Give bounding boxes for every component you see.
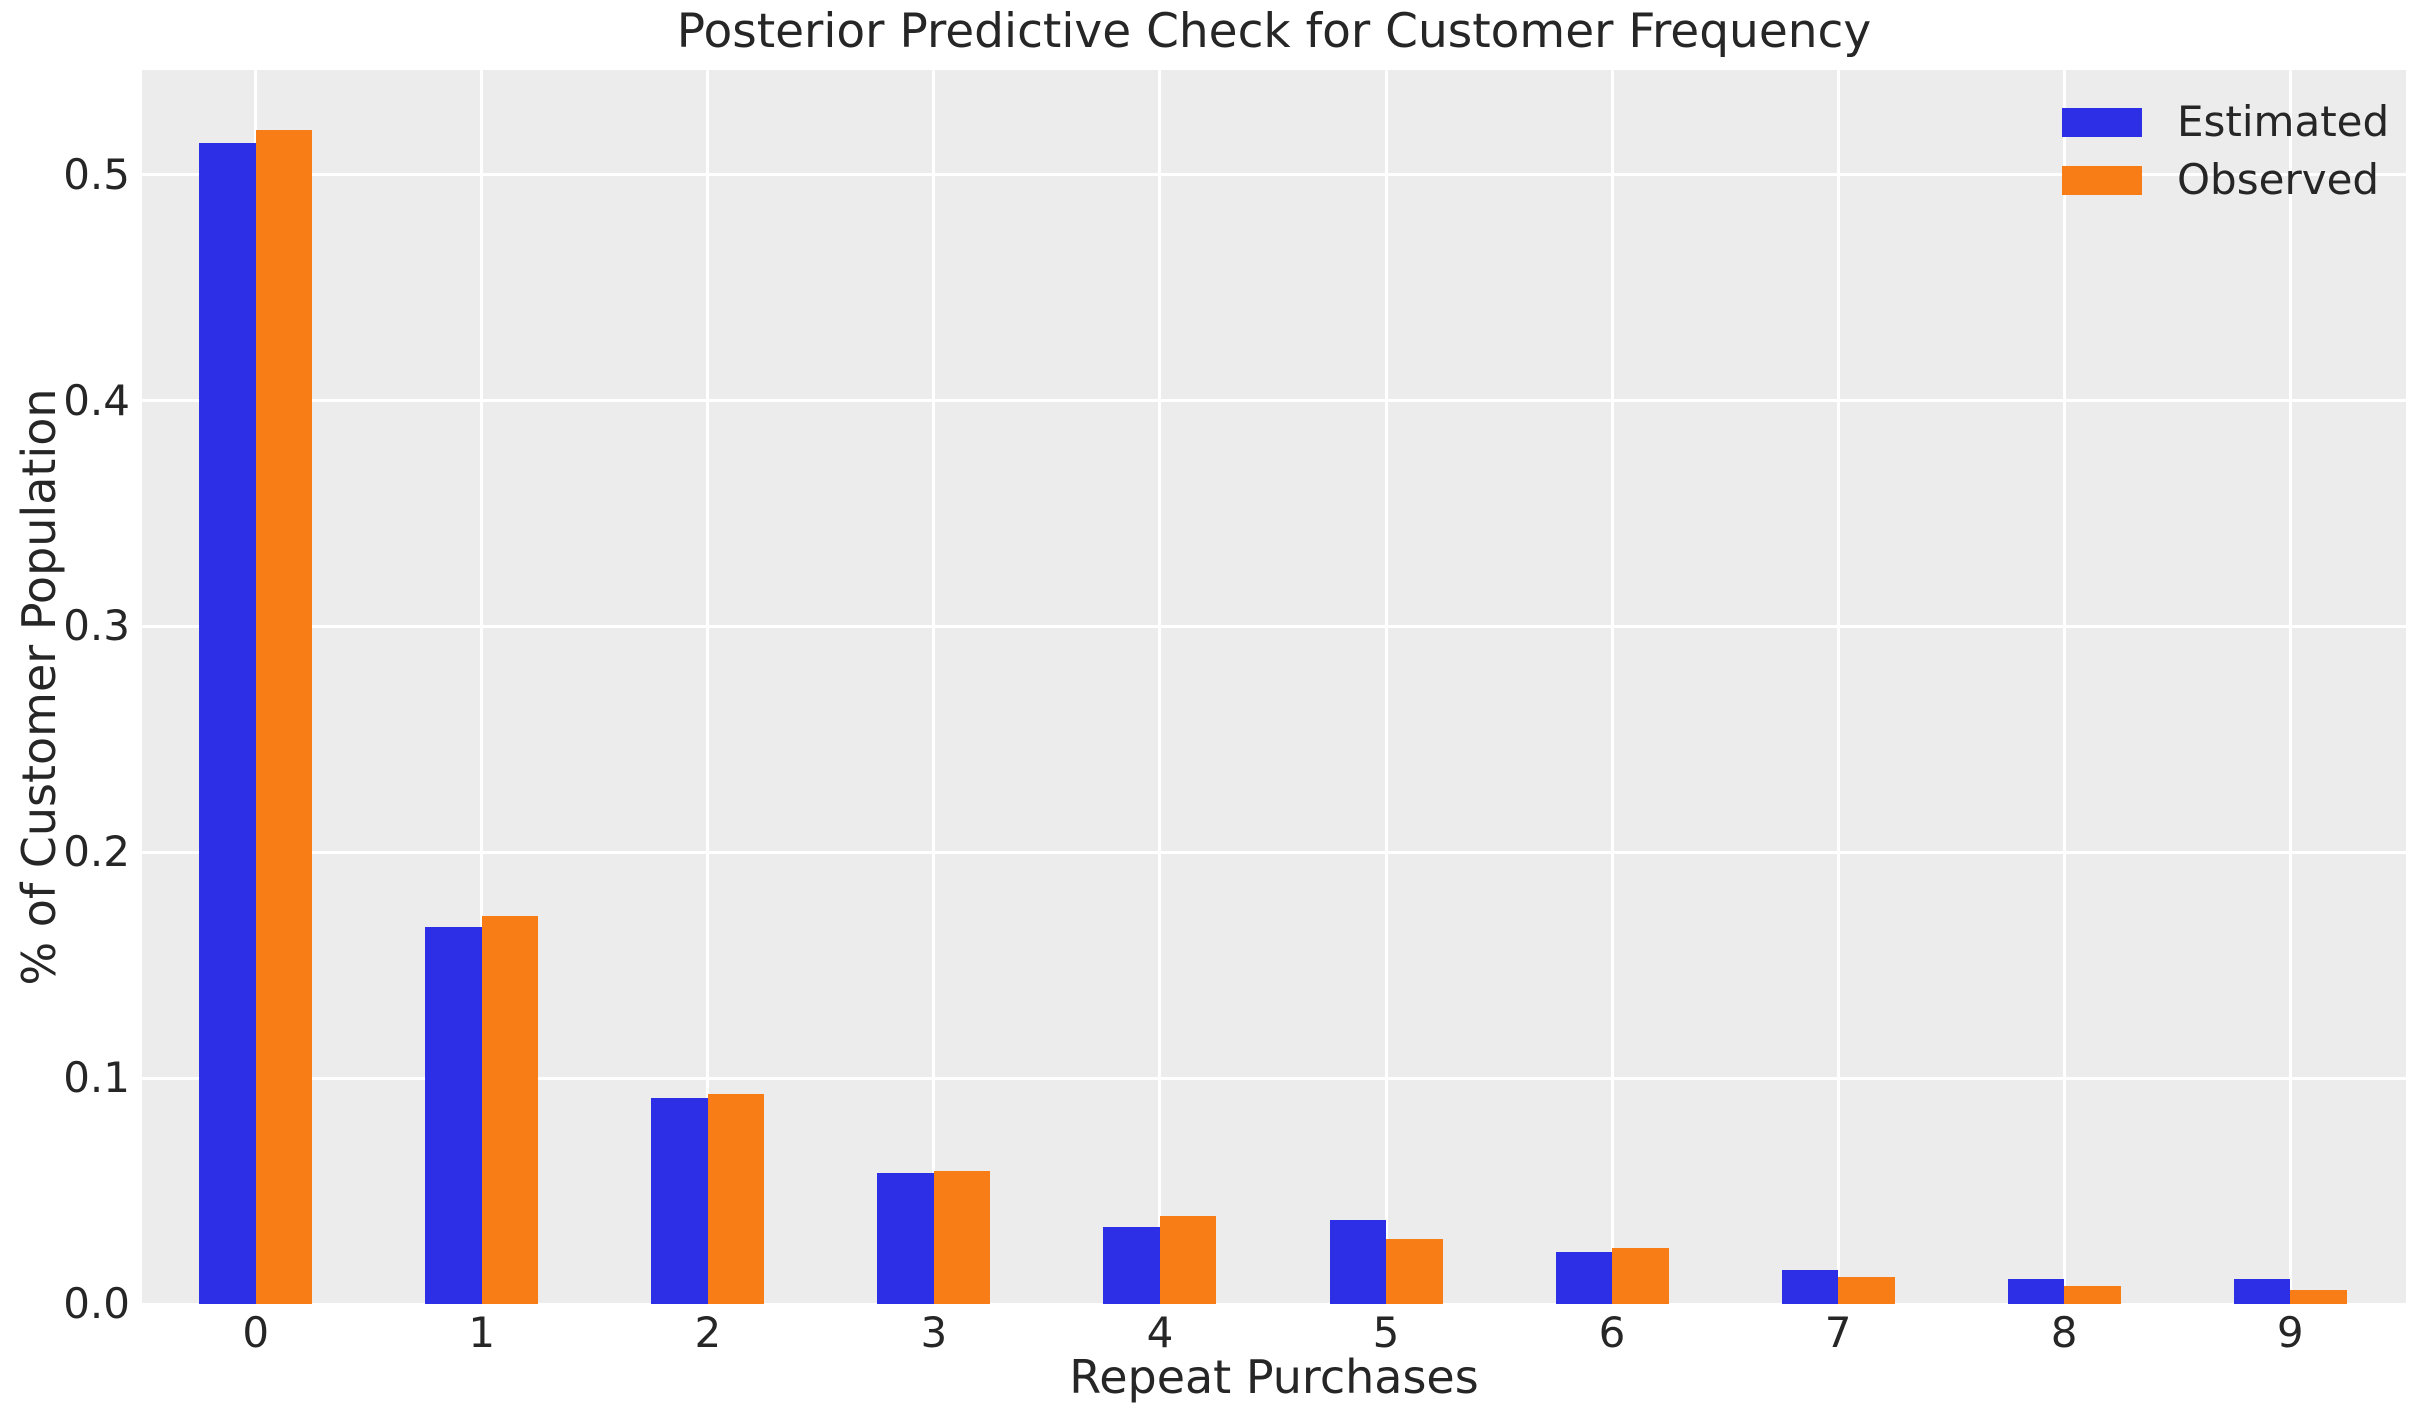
gridline-horizontal [142,1302,2406,1306]
gridline-vertical [480,70,484,1304]
bar-estimated-0 [199,143,256,1304]
bar-estimated-8 [2007,1279,2065,1304]
gridline-vertical [706,70,710,1304]
gridline-vertical [2062,70,2066,1304]
x-tick-label: 2 [694,1308,722,1357]
bar-observed-3 [933,1170,991,1304]
legend-item-observed: Observed [2062,158,2389,202]
gridline-horizontal [142,173,2406,177]
bar-estimated-5 [1329,1220,1386,1304]
y-tick-label: 0.4 [63,375,130,425]
gridline-horizontal [142,850,2406,854]
x-tick-label: 1 [468,1308,496,1357]
gridline-vertical [1610,70,1614,1304]
legend-swatch-estimated [2062,107,2142,137]
y-tick-label: 0.1 [63,1053,130,1103]
bar-estimated-2 [651,1098,708,1304]
y-axis-label: % of Customer Population [12,388,66,986]
x-axis-label: Repeat Purchases [1069,1350,1479,1404]
bar-observed-8 [2064,1285,2121,1304]
bar-estimated-7 [1781,1270,1839,1304]
bar-estimated-3 [877,1173,934,1304]
bar-observed-9 [2290,1290,2347,1304]
x-tick-label: 3 [920,1308,948,1357]
legend-label-observed: Observed [2177,155,2380,204]
gridline-horizontal [142,1076,2406,1080]
gridline-vertical [1836,70,1840,1304]
y-tick-label: 0.2 [63,827,130,877]
bar-estimated-4 [1103,1227,1160,1304]
legend-label-estimated: Estimated [2177,97,2390,146]
legend-item-estimated: Estimated [2062,100,2389,144]
x-tick-label: 7 [1824,1308,1852,1357]
x-tick-label: 0 [242,1308,270,1357]
bar-estimated-9 [2233,1279,2291,1304]
gridline-vertical [1384,70,1388,1304]
bar-estimated-6 [1555,1252,1613,1304]
y-tick-label: 0.0 [63,1279,130,1328]
chart-title: Posterior Predictive Check for Customer … [676,4,1872,59]
y-tick-label: 0.3 [63,601,130,651]
gridline-vertical [1158,70,1162,1304]
plot-area [142,70,2406,1306]
legend-swatch-observed [2062,165,2142,195]
bar-observed-6 [1612,1247,1669,1304]
x-tick-label: 5 [1372,1308,1400,1357]
x-tick-label: 9 [2276,1308,2304,1357]
x-tick-label: 6 [1598,1308,1626,1357]
gridline-horizontal [142,624,2406,628]
gridline-horizontal [142,399,2406,403]
legend: Estimated Observed [2062,100,2389,216]
bar-observed-4 [1159,1215,1217,1304]
bar-observed-0 [255,129,313,1304]
bar-observed-5 [1386,1238,1443,1304]
y-tick-label: 0.5 [63,149,130,199]
x-tick-label: 8 [2050,1308,2078,1357]
x-tick-label: 4 [1146,1308,1174,1357]
gridline-vertical [2288,70,2292,1304]
gridline-vertical [932,70,936,1304]
bar-observed-1 [481,915,539,1304]
bar-observed-2 [707,1093,765,1304]
bar-observed-7 [1838,1276,1895,1304]
bar-estimated-1 [425,926,482,1304]
